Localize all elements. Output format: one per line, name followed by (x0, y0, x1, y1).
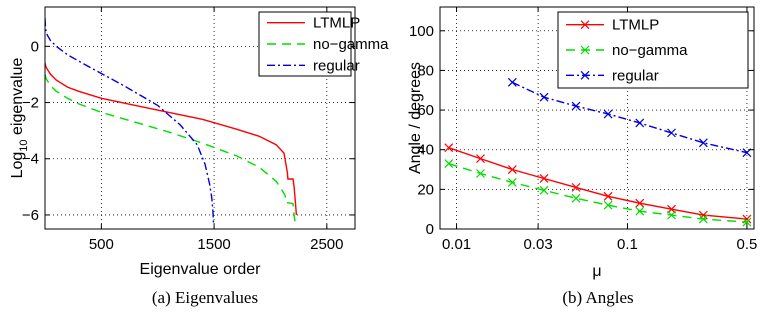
data-point (603, 191, 613, 201)
panel-caption: (a) Eigenvalues (152, 288, 258, 307)
y-tick-label: 0 (426, 221, 434, 238)
data-point (444, 143, 454, 153)
chart-panel-2: 0.01 0.03 0.1 0.5 0 20 40 60 80 100 μ Angle / degre… (407, 6, 757, 307)
data-point (507, 165, 517, 174)
y-tick-label: 20 (417, 181, 434, 198)
series-line (45, 18, 215, 224)
data-point (539, 92, 549, 102)
data-point (698, 138, 708, 148)
axes-box (439, 6, 755, 230)
y-tick-label: 0 (31, 38, 39, 55)
data-point (476, 169, 485, 178)
series-line (448, 162, 747, 223)
legend-label: no−gamma (313, 36, 389, 53)
series-regular (45, 18, 215, 224)
y-axis-label: Log10 eigenvalue (9, 58, 30, 179)
data-point (635, 198, 645, 208)
series-no-gamma (444, 159, 752, 227)
series-regular (507, 77, 752, 158)
data-point (698, 214, 708, 224)
y-tick-label: 60 (417, 102, 434, 119)
legend-marker (580, 45, 590, 55)
data-point (444, 159, 454, 169)
data-point (698, 210, 708, 220)
data-point (667, 128, 676, 138)
y-axis-label: Angle / degrees (407, 62, 424, 174)
data-point (539, 174, 549, 183)
data-point (571, 182, 581, 192)
series-line (45, 63, 298, 215)
x-tick-label: 0.01 (442, 236, 471, 253)
x-tick-label: 2500 (310, 236, 343, 253)
legend-marker (580, 20, 590, 30)
data-point (507, 77, 517, 87)
y-tick-label: 100 (409, 23, 434, 40)
legend: LTMLP no−gamma regular (258, 11, 389, 77)
x-tick-label: 1500 (197, 236, 230, 253)
series-line (512, 81, 748, 154)
series-line (45, 74, 296, 224)
x-tick-label: 0.03 (524, 236, 553, 253)
series-no-gamma (45, 74, 296, 224)
x-axis-label: μ (592, 263, 601, 280)
chart-panel-1: 500 1500 2500 0 −2 −4 −6 Eigenvalue order Log10 … (9, 6, 389, 307)
y-tick-label: −6 (22, 207, 39, 224)
axes-box (44, 6, 356, 230)
legend-label: no−gamma (612, 42, 688, 59)
x-tick-label: 0.5 (736, 236, 757, 253)
legend-label: LTMLP (612, 17, 659, 34)
x-axis-label: Eigenvalue order (140, 261, 262, 278)
data-point (603, 200, 613, 210)
legend-label: LTMLP (313, 15, 360, 32)
data-point (667, 210, 676, 220)
legend: LTMLP no−gamma regular (557, 11, 749, 89)
data-point (635, 206, 645, 216)
x-tick-label: 500 (89, 236, 114, 253)
legend-marker (580, 70, 590, 80)
data-point (476, 154, 485, 164)
data-point (507, 177, 517, 187)
series-ltmlp (444, 143, 752, 224)
x-tick-label: 0.1 (617, 236, 638, 253)
y-tick-label: 40 (417, 142, 434, 159)
data-point (742, 217, 752, 227)
series-ltmlp (45, 63, 298, 215)
data-point (539, 185, 549, 195)
data-point (571, 193, 581, 203)
panel-caption: (b) Angles (562, 288, 633, 307)
legend-label: regular (612, 67, 659, 84)
y-tick-label: −4 (22, 151, 39, 168)
data-point (571, 101, 581, 111)
data-point (635, 118, 645, 128)
y-tick-label: 80 (417, 62, 434, 79)
y-tick-label: −2 (22, 95, 39, 112)
legend-label: regular (313, 57, 360, 74)
series-line (448, 147, 747, 220)
data-point (603, 109, 613, 119)
